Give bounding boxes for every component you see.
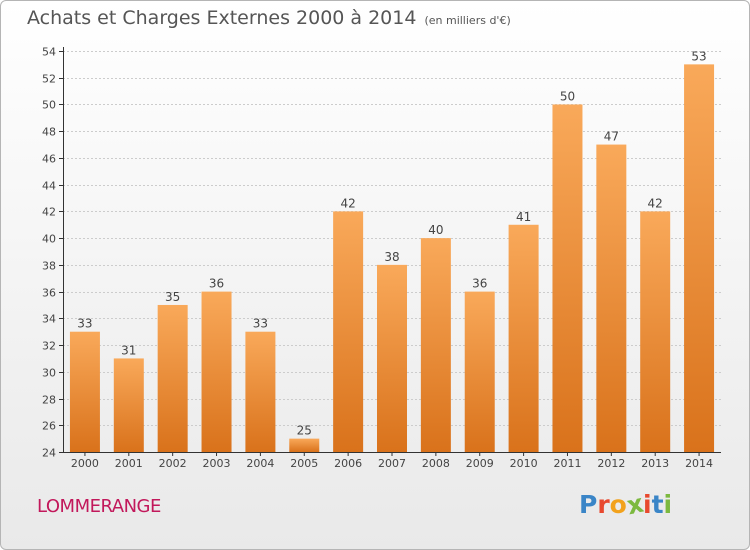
- bar-2010[interactable]: [508, 224, 539, 452]
- city-name: LOMMERANGE: [37, 496, 161, 517]
- bar-2009[interactable]: [464, 291, 495, 452]
- x-tick-label: 2010: [510, 457, 538, 470]
- y-tick-label: 34: [42, 313, 56, 326]
- value-label: 53: [691, 49, 706, 63]
- x-tick-label: 2001: [115, 457, 143, 470]
- logo-letter: P: [579, 490, 598, 519]
- y-tick-label: 36: [42, 287, 56, 300]
- x-tick-label: 2000: [71, 457, 99, 470]
- bar-2011[interactable]: [552, 104, 583, 452]
- value-label: 42: [340, 196, 355, 210]
- bar-2006[interactable]: [333, 211, 364, 452]
- y-tick-label: 26: [42, 420, 56, 433]
- y-tick-label: 24: [42, 447, 56, 460]
- bar-2002[interactable]: [157, 304, 188, 452]
- logo-letter: i: [663, 490, 673, 519]
- y-tick-label: 54: [42, 46, 56, 59]
- bar-2013[interactable]: [640, 211, 671, 452]
- value-label: 35: [165, 290, 180, 304]
- value-label: 42: [648, 196, 663, 210]
- bar-2005[interactable]: [289, 438, 320, 452]
- x-tick-label: 2014: [685, 457, 713, 470]
- value-label: 33: [253, 317, 268, 331]
- proxiti-logo[interactable]: Proxiti: [579, 489, 673, 521]
- bar-2007[interactable]: [377, 264, 407, 452]
- axes: [59, 47, 721, 456]
- bar-2004[interactable]: [245, 331, 276, 452]
- bars: [69, 64, 715, 453]
- logo-letter: i: [643, 490, 652, 519]
- x-tick-label: 2013: [641, 457, 669, 470]
- y-tick-label: 40: [42, 233, 56, 246]
- x-tick-label: 2009: [466, 457, 494, 470]
- value-label: 33: [77, 317, 92, 331]
- x-tick-label: 2003: [203, 457, 231, 470]
- y-tick-label: 30: [42, 367, 56, 380]
- value-label: 36: [209, 277, 224, 291]
- y-tick-label: 32: [42, 340, 56, 353]
- y-tick-label: 50: [42, 99, 56, 112]
- x-tick-label: 2011: [553, 457, 581, 470]
- x-tick-label: 2005: [290, 457, 318, 470]
- value-label: 36: [472, 277, 487, 291]
- bar-2000[interactable]: [69, 331, 100, 452]
- chart-title-text: Achats et Charges Externes 2000 à 2014: [27, 7, 417, 29]
- x-tick-label: 2012: [597, 457, 625, 470]
- bar-2008[interactable]: [420, 238, 451, 452]
- y-tick-label: 52: [42, 73, 56, 86]
- y-tick-label: 46: [42, 153, 56, 166]
- value-label: 38: [384, 250, 399, 264]
- value-label: 31: [121, 343, 136, 357]
- logo-letter: t: [651, 490, 664, 519]
- y-tick-label: 48: [42, 126, 56, 139]
- bar-2012[interactable]: [596, 144, 627, 453]
- y-tick-label: 28: [42, 394, 56, 407]
- y-tick-label: 42: [42, 206, 56, 219]
- chart-title: Achats et Charges Externes 2000 à 2014 (e…: [27, 7, 511, 29]
- bar-2003[interactable]: [201, 291, 232, 452]
- value-label: 47: [604, 130, 619, 144]
- value-label: 41: [516, 210, 531, 224]
- logo-letter: o: [609, 490, 627, 519]
- logo-letter: r: [597, 490, 610, 519]
- chart-subtitle: (en milliers d'€): [424, 14, 511, 27]
- value-label: 50: [560, 89, 575, 103]
- x-tick-label: 2006: [334, 457, 362, 470]
- x-tick-label: 2004: [246, 457, 274, 470]
- value-label: 40: [428, 223, 443, 237]
- bar-2014[interactable]: [684, 64, 715, 452]
- value-label: 25: [297, 424, 312, 438]
- bar-2001[interactable]: [113, 358, 144, 452]
- x-tick-label: 2008: [422, 457, 450, 470]
- y-tick-label: 44: [42, 180, 56, 193]
- y-tick-label: 38: [42, 260, 56, 273]
- x-tick-label: 2002: [159, 457, 187, 470]
- labels: 24 26 28 30 32 34 36 38 40 42 44 46 48 50 52 54 33 2000 31…: [42, 46, 713, 471]
- x-tick-label: 2007: [378, 457, 406, 470]
